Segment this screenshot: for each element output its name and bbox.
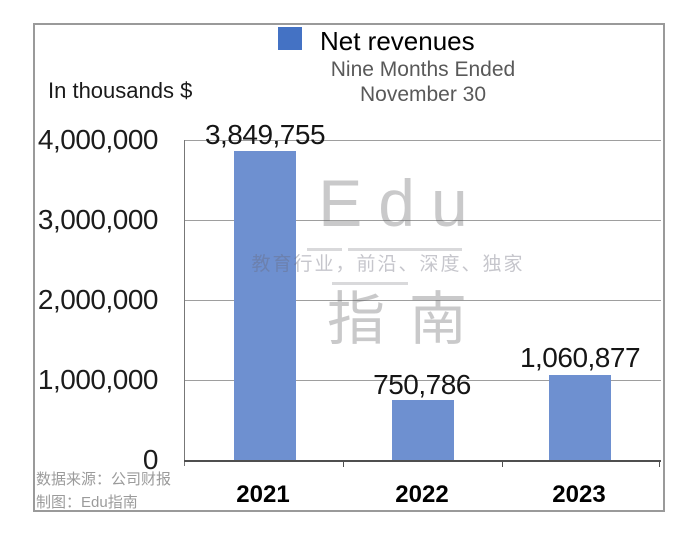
x-axis-tick bbox=[502, 462, 503, 467]
ytick-label-3000000: 3,000,000 bbox=[37, 204, 159, 235]
legend-label: Net revenues bbox=[320, 26, 475, 56]
xcat-label-2022: 2022 bbox=[395, 481, 449, 508]
ytick-label-1000000: 1,000,000 bbox=[37, 364, 159, 395]
chart-subtitle: Nine Months Ended November 30 bbox=[288, 57, 558, 107]
gridline-4000000 bbox=[184, 140, 661, 141]
bar-value-label-2021: 3,849,755 bbox=[204, 119, 326, 150]
x-axis-tick bbox=[659, 462, 660, 467]
xcat-label-2021: 2021 bbox=[236, 481, 290, 508]
x-axis-line bbox=[184, 460, 661, 462]
source-credit: 数据来源：公司财报 制图：Edu指南 bbox=[36, 468, 171, 514]
gridline-1000000 bbox=[184, 380, 661, 381]
chart-subtitle-line1: Nine Months Ended bbox=[330, 58, 516, 81]
bar-2023 bbox=[549, 375, 611, 460]
legend-swatch-icon bbox=[278, 27, 302, 50]
x-axis-tick bbox=[343, 462, 344, 467]
bar-2022 bbox=[392, 400, 454, 460]
axis-unit-label: In thousands $ bbox=[48, 78, 193, 103]
bar-value-label-2023: 1,060,877 bbox=[519, 342, 641, 373]
source-line: 数据来源：公司财报 bbox=[36, 471, 172, 488]
credit-line: 制图：Edu指南 bbox=[36, 494, 138, 511]
gridline-2000000 bbox=[184, 300, 661, 301]
ytick-label-2000000: 2,000,000 bbox=[37, 284, 159, 315]
y-axis-line bbox=[184, 140, 185, 466]
xcat-label-2023: 2023 bbox=[552, 481, 606, 508]
bar-value-label-2022: 750,786 bbox=[373, 369, 471, 400]
ytick-label-4000000: 4,000,000 bbox=[37, 124, 159, 155]
bar-2021 bbox=[234, 151, 296, 460]
gridline-3000000 bbox=[184, 220, 661, 221]
ytick-label-0: 0 bbox=[142, 444, 159, 475]
chart-subtitle-line2: November 30 bbox=[359, 83, 487, 106]
